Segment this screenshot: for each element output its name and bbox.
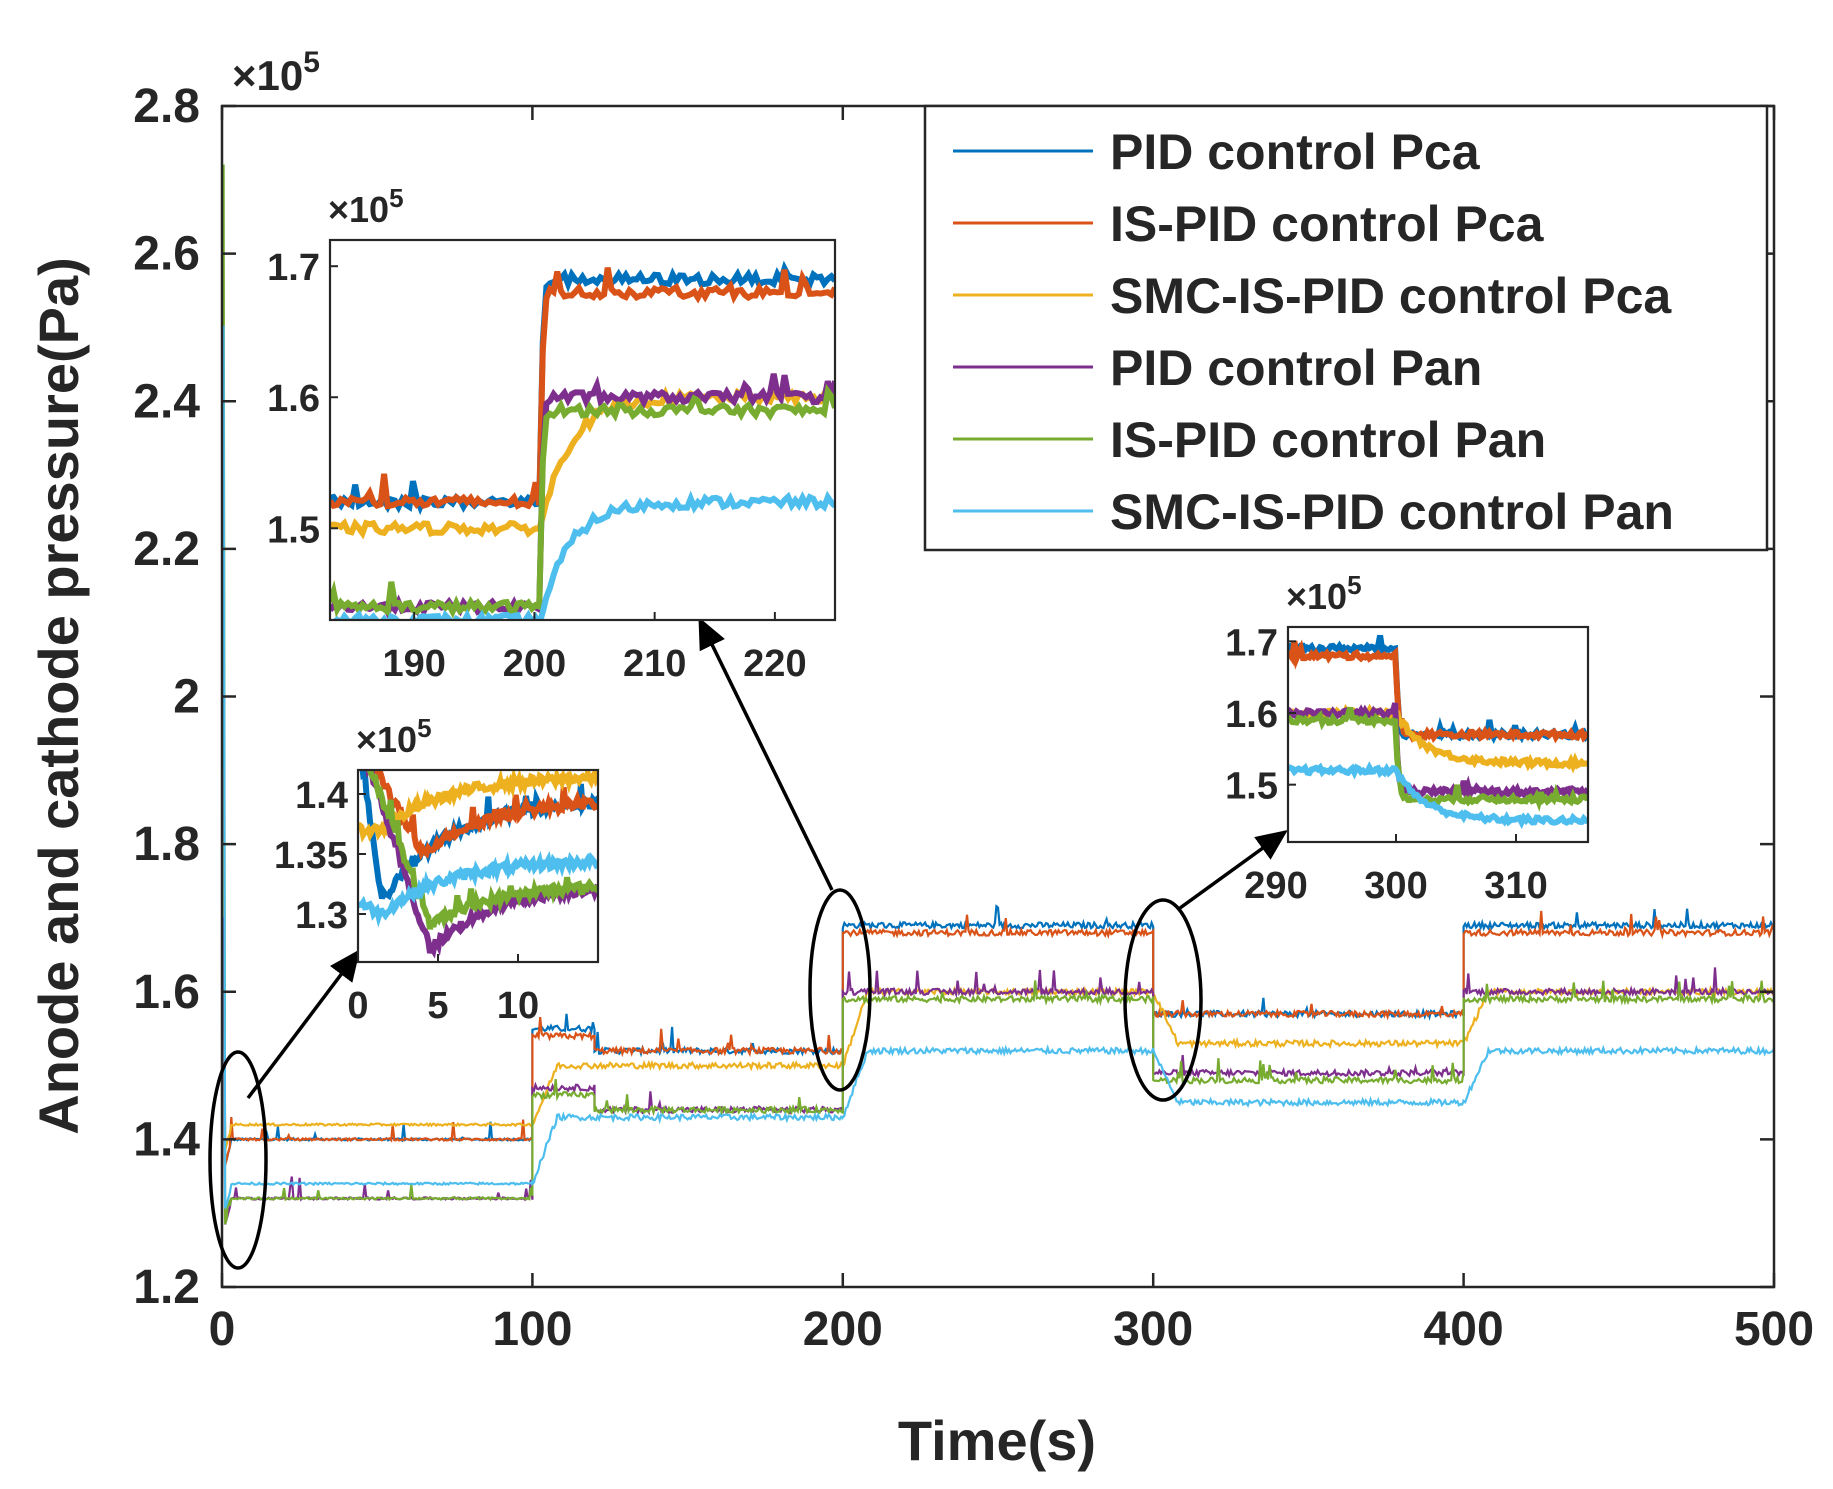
main-plot-area [221,164,1776,1225]
inset-x-tick-label: 220 [743,643,806,685]
inset-frame [1286,625,1590,844]
x-tick-label: 0 [209,1303,236,1356]
y-tick-label: 2.4 [133,375,200,428]
legend-label: SMC-IS-PID control Pan [1110,484,1674,540]
inset-frame [328,238,837,622]
y-tick-label: 2.8 [133,80,200,133]
inset-x-tick-label: 0 [347,985,368,1027]
inset-exponent-label: ×105 [1286,570,1362,617]
series-line-2 [221,768,1776,1166]
legend-label: PID control Pca [1110,124,1481,180]
y-tick-label: 1.2 [133,1261,200,1314]
inset-series-line-5 [366,770,598,930]
x-tick-label: 200 [803,1303,883,1356]
x-tick-label: 400 [1424,1303,1504,1356]
inset-series-line-3 [358,770,598,843]
inset-x-tick-label: 200 [503,643,566,685]
x-tick-label: 100 [492,1303,572,1356]
y-axis-label: Anode and cathode pressure(Pa) [27,257,90,1135]
zoom-ellipse [1123,898,1203,1102]
inset-y-tick-label: 1.7 [1225,622,1278,664]
inset-x-tick-label: 290 [1244,865,1307,907]
inset-series-line-5 [330,383,835,619]
inset-y-tick-label: 1.35 [274,835,348,877]
inset-x-tick-label: 190 [382,643,445,685]
inset-y-tick-label: 1.5 [267,509,320,551]
main-axes: 0 100 200 300 400 5001.21.41.61.822.22.42.62.… [133,80,1814,1356]
y-tick-label: 1.6 [133,966,200,1019]
inset-y-tick-label: 1.6 [267,378,320,420]
y-exponent-power: 5 [303,46,320,79]
inset-series-line-2 [330,267,835,510]
x-tick-label: 300 [1113,1303,1193,1356]
inset-series-line-5 [1288,706,1588,812]
inset-y-tick-label: 1.4 [295,775,348,817]
inset-y-tick-label: 1.5 [1225,766,1278,808]
legend-label: IS-PID control Pca [1110,196,1545,252]
y-tick-label: 1.4 [133,1113,200,1166]
inset-y-tick-label: 1.7 [267,247,320,289]
x-axis-label: Time(s) [898,1409,1096,1472]
inset-x-tick-label: 310 [1484,865,1547,907]
inset-frame [356,768,600,964]
x-tick-label: 500 [1734,1303,1814,1356]
zoom-ellipse [808,888,872,1092]
series-line-6 [221,325,1775,1209]
inset-start: 0 5 10 1.3 1.35 1.4×105 [274,713,600,1027]
legend-label: IS-PID control Pan [1110,412,1546,468]
y-tick-label: 2.6 [133,228,200,281]
inset-x-tick-label: 210 [623,643,686,685]
inset-y-tick-label: 1.6 [1225,694,1278,736]
zoom-arrow [246,949,361,1100]
inset-x-tick-label: 10 [497,985,539,1027]
inset-series-line-2 [372,770,598,861]
zoom-arrow [698,616,834,891]
y-tick-label: 2.2 [133,523,200,576]
y-exponent-base: ×10 [232,52,303,99]
series-line-5 [221,164,1775,1225]
inset-series-line-6 [358,850,598,928]
inset-series-line-6 [332,490,835,620]
legend-box [923,104,1769,552]
inset-300: 290 300 310 1.5 1.6 1.7×105 [1225,570,1590,907]
legend: PID control Pca IS-PID control Pca SMC-IS-… [923,104,1769,552]
legend-label: SMC-IS-PID control Pca [1110,268,1672,324]
y-tick-label: 2 [173,671,200,724]
inset-x-tick-label: 300 [1364,865,1427,907]
y-exponent-label: ×105 [232,46,320,99]
inset-series-line-6 [1288,761,1588,830]
inset-x-tick-label: 5 [427,985,448,1027]
inset-200: 190 200 210 220 1.5 1.6 1.7×105 [267,183,837,685]
inset-y-tick-label: 1.3 [295,895,348,937]
inset-series-line-2 [1288,639,1588,744]
zoom-ellipse [208,1050,268,1270]
y-tick-label: 1.8 [133,818,200,871]
zoom-annotations [208,616,1288,1270]
inset-series-line-1 [330,260,835,516]
inset-exponent-label: ×105 [356,713,432,760]
legend-label: PID control Pan [1110,340,1482,396]
inset-exponent-label: ×105 [328,183,404,230]
zoom-arrow [1178,829,1288,910]
